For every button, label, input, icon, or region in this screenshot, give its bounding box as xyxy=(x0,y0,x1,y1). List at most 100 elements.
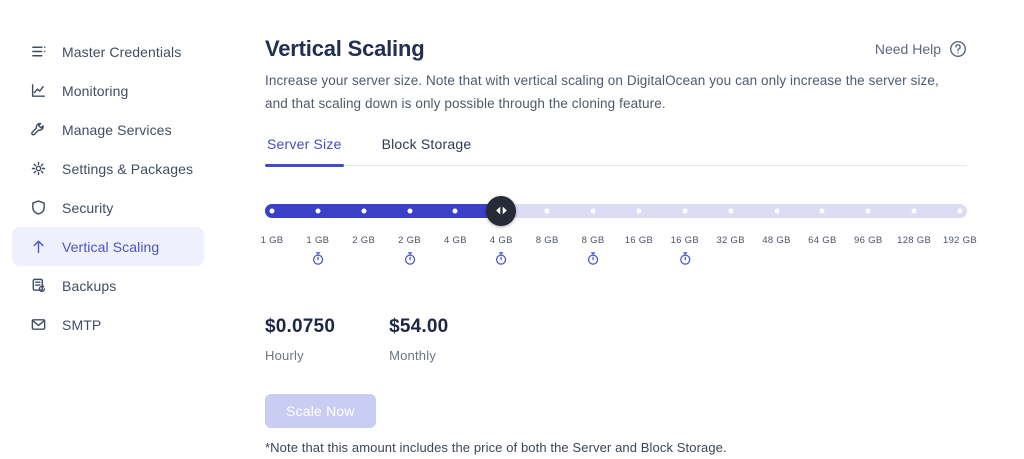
slider-step-dot xyxy=(774,208,780,214)
tick-label: 4 GB xyxy=(489,234,513,246)
slider-dots xyxy=(269,204,963,218)
tick-label: 128 GB xyxy=(897,234,932,246)
sidebar-item-label: Monitoring xyxy=(62,82,129,99)
sidebar-item-label: Manage Services xyxy=(62,121,172,138)
slider-step-dot xyxy=(636,208,642,214)
slider-tick-16-gb-hf: 16 GB xyxy=(671,235,699,271)
slider-step-dot xyxy=(544,208,550,214)
sidebar-item-label: Settings & Packages xyxy=(62,160,194,177)
slider-tick-2-gb: 2 GB xyxy=(352,235,375,246)
sidebar-item-manage-services[interactable]: Manage Services xyxy=(12,110,204,149)
description-line2: and that scaling down is only possible t… xyxy=(265,95,666,111)
vertical-scaling-panel: Vertical Scaling Need Help Increase your… xyxy=(261,36,977,455)
slider-tick-48-gb: 48 GB xyxy=(762,235,790,246)
left-right-arrows-icon xyxy=(493,202,510,219)
sidebar-item-vertical-scaling[interactable]: Vertical Scaling xyxy=(12,227,204,266)
tick-label: 1 GB xyxy=(260,234,284,246)
slider-tick-1-gb-hf: 1 GB xyxy=(306,235,329,271)
slider-tick-4-gb: 4 GB xyxy=(444,235,467,246)
shield-icon xyxy=(30,199,47,216)
sidebar-item-monitoring[interactable]: Monitoring xyxy=(12,71,204,110)
slider-step-dot xyxy=(865,208,871,214)
tick-label: 2 GB xyxy=(398,234,422,246)
sidebar-item-security[interactable]: Security xyxy=(12,188,204,227)
stopwatch-icon xyxy=(402,251,417,266)
slider-step-dot xyxy=(361,208,367,214)
question-circle-icon xyxy=(949,40,967,58)
slider-step-dot xyxy=(590,208,596,214)
scale-now-button[interactable]: Scale Now xyxy=(265,393,376,428)
slider-step-dot xyxy=(957,208,963,214)
slider-step-dot xyxy=(728,208,734,214)
pricing: $0.0750 Hourly $54.00 Monthly xyxy=(265,316,967,363)
page-title: Vertical Scaling xyxy=(265,36,425,61)
slider-tick-8-gb-hf: 8 GB xyxy=(582,235,605,271)
chart-line-icon xyxy=(30,82,47,99)
slider-tick-8-gb: 8 GB xyxy=(536,235,559,246)
sidebar-item-label: SMTP xyxy=(62,316,102,333)
need-help-link[interactable]: Need Help xyxy=(875,40,967,58)
tick-label: 8 GB xyxy=(581,234,605,246)
tab-bar: Server Size Block Storage xyxy=(265,130,967,167)
monthly-price-label: Monthly xyxy=(389,347,437,363)
footnote: *Note that this amount includes the pric… xyxy=(265,439,727,455)
panel-header: Vertical Scaling Need Help xyxy=(265,36,967,62)
sidebar-item-master-credentials[interactable]: Master Credentials xyxy=(12,32,204,71)
slider-tick-96-gb: 96 GB xyxy=(854,235,882,246)
tick-label: 16 GB xyxy=(670,234,700,246)
monthly-price-block: $54.00 Monthly xyxy=(389,316,448,363)
sidebar-item-settings-and-packages[interactable]: Settings & Packages xyxy=(12,149,204,188)
tick-label: 1 GB xyxy=(306,234,330,246)
slider-tick-64-gb: 64 GB xyxy=(808,235,836,246)
tab-block-storage[interactable]: Block Storage xyxy=(381,135,472,152)
slider-tick-4-gb-hf: 4 GB xyxy=(490,235,513,271)
slider-tick-labels: 1 GB 1 GB 2 GB 2 GB 4 GB 4 GB 8 GB 8 GB 16 GB 16 … xyxy=(261,235,977,295)
description-line1: Increase your server size. Note that wit… xyxy=(265,73,939,88)
sidebar-item-smtp[interactable]: SMTP xyxy=(12,305,204,344)
slider-step-dot xyxy=(407,208,413,214)
slider-track[interactable] xyxy=(265,195,967,226)
gear-icon xyxy=(30,160,47,177)
slider-tick-192-gb: 192 GB xyxy=(943,235,977,246)
sidebar-item-backups[interactable]: Backups xyxy=(12,266,204,305)
wrench-icon xyxy=(30,121,47,138)
slider-step-dot xyxy=(911,208,917,214)
slider-tick-32-gb: 32 GB xyxy=(716,235,744,246)
stopwatch-icon xyxy=(586,251,601,266)
sidebar-item-label: Vertical Scaling xyxy=(62,238,160,255)
need-help-label: Need Help xyxy=(874,41,941,57)
description: Increase your server size. Note that wit… xyxy=(265,70,967,116)
tick-label: 4 GB xyxy=(444,234,467,246)
tick-label: 2 GB xyxy=(352,234,376,246)
slider-step-dot xyxy=(452,208,458,214)
monthly-price-value: $54.00 xyxy=(389,315,449,337)
server-size-slider: 1 GB 1 GB 2 GB 2 GB 4 GB 4 GB 8 GB 8 GB 16 GB 16 … xyxy=(261,195,977,316)
slider-tick-16-gb: 16 GB xyxy=(625,235,653,246)
tick-label: 48 GB xyxy=(762,234,791,246)
stopwatch-icon xyxy=(494,251,509,266)
sidebar: Master Credentials Monitoring Manage Servi… xyxy=(0,32,248,344)
sidebar-item-label: Security xyxy=(62,199,114,216)
envelope-icon xyxy=(30,316,47,333)
arrow-up-icon xyxy=(30,238,47,255)
slider-tick-128-gb: 128 GB xyxy=(897,235,931,246)
slider-step-dot xyxy=(682,208,688,214)
stopwatch-icon xyxy=(310,251,325,266)
tick-label: 192 GB xyxy=(942,234,978,246)
tick-label: 8 GB xyxy=(535,234,559,246)
hourly-price-label: Hourly xyxy=(265,347,304,363)
sidebar-item-label: Master Credentials xyxy=(62,43,182,60)
slider-tick-2-gb-hf: 2 GB xyxy=(398,235,421,271)
slider-tick-1-gb: 1 GB xyxy=(261,235,284,246)
tick-label: 16 GB xyxy=(624,234,654,246)
tick-label: 96 GB xyxy=(854,234,883,246)
tab-server-size[interactable]: Server Size xyxy=(265,130,344,167)
slider-handle[interactable] xyxy=(486,195,517,226)
backup-icon xyxy=(30,277,47,294)
hourly-price-value: $0.0750 xyxy=(265,315,336,337)
tick-label: 64 GB xyxy=(808,234,837,246)
stopwatch-icon xyxy=(677,251,692,266)
slider-step-dot xyxy=(269,208,275,214)
slider-fill xyxy=(265,203,502,218)
